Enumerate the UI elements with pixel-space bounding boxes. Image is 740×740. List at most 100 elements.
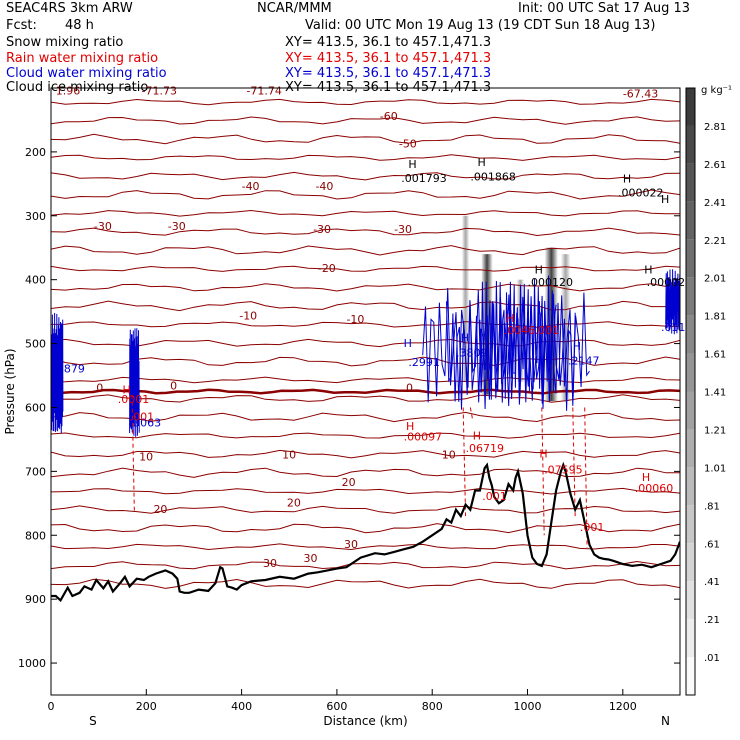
y-tick-label: 800 bbox=[25, 529, 46, 542]
colorbar-label: 1.41 bbox=[704, 388, 726, 399]
freezing-level-line bbox=[51, 388, 680, 395]
temperature-isoline bbox=[51, 560, 680, 570]
y-tick-label: 500 bbox=[25, 338, 46, 351]
colorbar-bin bbox=[686, 581, 695, 620]
colorbar-label: 2.61 bbox=[704, 160, 726, 171]
temperature-label: 0 bbox=[170, 380, 177, 393]
temperature-isoline bbox=[51, 133, 680, 145]
temperature-isoline bbox=[51, 376, 680, 384]
temperature-isoline bbox=[51, 189, 680, 200]
temperature-isoline bbox=[51, 321, 680, 328]
x-end-label-north: N bbox=[661, 714, 670, 728]
cloud-water-label: .011 bbox=[661, 321, 686, 334]
temperature-label: 30 bbox=[344, 538, 358, 551]
x-tick-label: 1000 bbox=[514, 700, 542, 713]
temperature-isoline bbox=[51, 283, 680, 292]
temperature-label: -60 bbox=[380, 110, 398, 123]
snow-label: .001793 bbox=[401, 172, 447, 185]
colorbar-label: 2.81 bbox=[704, 122, 726, 133]
rain-water-label: .001 bbox=[535, 324, 560, 337]
colorbar-label: .61 bbox=[704, 539, 720, 550]
forecast-label: Fcst: bbox=[6, 18, 37, 33]
shading-core-3 bbox=[461, 215, 470, 382]
colorbar-label: .01 bbox=[704, 653, 720, 664]
colorbar-bin bbox=[686, 657, 695, 695]
rain-water-contour bbox=[469, 407, 474, 421]
colorbar-bin bbox=[686, 391, 695, 430]
cloud-water-label: .1879 bbox=[53, 362, 85, 375]
temperature-isoline bbox=[51, 227, 680, 237]
temperature-isoline bbox=[51, 467, 680, 478]
colorbar-label: .41 bbox=[704, 577, 720, 588]
temperature-label: -20 bbox=[318, 262, 336, 275]
temperature-label: 10 bbox=[442, 449, 456, 462]
cloud-water-label: .3809 bbox=[456, 346, 488, 359]
y-tick-label: 200 bbox=[25, 146, 46, 159]
x-axis-label: Distance (km) bbox=[323, 714, 407, 728]
snow-label: .000022 bbox=[618, 187, 664, 200]
forecast-hours: 48 h bbox=[65, 18, 94, 33]
temperature-isoline bbox=[51, 411, 680, 423]
maximum-marker: H bbox=[573, 340, 581, 353]
temperature-label: 0 bbox=[406, 382, 413, 395]
temperature-label: -40 bbox=[242, 180, 260, 193]
temperature-isoline bbox=[51, 300, 680, 312]
field-name-rain: Rain water mixing ratio bbox=[6, 51, 159, 66]
y-tick-label: 600 bbox=[25, 401, 46, 414]
temperature-label: 10 bbox=[139, 451, 153, 464]
temperature-label: 1.96 bbox=[56, 84, 81, 97]
x-tick-label: 200 bbox=[136, 700, 157, 713]
y-tick-label: 700 bbox=[25, 465, 46, 478]
maximum-marker: H bbox=[408, 158, 416, 171]
plot-frame bbox=[50, 87, 681, 696]
temperature-label: -30 bbox=[313, 223, 331, 236]
y-tick-label: 900 bbox=[25, 593, 46, 606]
x-end-label-south: S bbox=[89, 714, 97, 728]
temperature-isoline bbox=[51, 543, 680, 551]
y-tick-label: 400 bbox=[25, 274, 46, 287]
colorbar-label: .81 bbox=[704, 501, 720, 512]
colorbar-label: .21 bbox=[704, 615, 720, 626]
temperature-isoline bbox=[51, 154, 680, 161]
temperature-label: -50 bbox=[399, 137, 417, 150]
y-tick-label: 300 bbox=[25, 210, 46, 223]
y-tick-label: 1000 bbox=[18, 657, 46, 670]
maximum-marker: H bbox=[623, 173, 631, 186]
temperature-label: -10 bbox=[239, 309, 257, 322]
temperature-isoline bbox=[51, 98, 680, 106]
snow-label: .001868 bbox=[470, 171, 516, 184]
colorbar-bin bbox=[686, 429, 695, 468]
colorbar-label: 1.61 bbox=[704, 350, 726, 361]
maximum-marker: H bbox=[122, 383, 130, 396]
temperature-isoline bbox=[51, 394, 680, 403]
maximum-marker: H bbox=[473, 429, 481, 442]
temperature-label: 20 bbox=[153, 503, 167, 516]
cloud-water-contour bbox=[129, 328, 140, 437]
contour-labels: 1.96 -71.73 -71.74 -67.43 -60 -50 -40 -40 -30 -30… bbox=[53, 84, 685, 570]
colorbar: 2.81 2.61 2.41 2.21 2.01 1.81 1.61 1.41 1.21 1.01… bbox=[685, 85, 732, 696]
maximum-marker: H bbox=[461, 332, 469, 345]
rain-water-label: .0001 bbox=[118, 393, 150, 406]
center-label: NCAR/MMM bbox=[257, 1, 332, 16]
temperature-contours bbox=[51, 98, 680, 589]
rain-water-label: .001 bbox=[580, 521, 605, 534]
x-tick-label: 400 bbox=[231, 700, 252, 713]
colorbar-label: 2.41 bbox=[704, 198, 726, 209]
temperature-label: -30 bbox=[394, 223, 412, 236]
temperature-isoline bbox=[51, 432, 680, 439]
colorbar-bin bbox=[686, 88, 695, 126]
colorbar-bin bbox=[686, 163, 695, 202]
colorbar-label: 2.21 bbox=[704, 236, 726, 247]
colorbar-bin bbox=[686, 505, 695, 544]
colorbar-bin bbox=[686, 201, 695, 240]
temperature-label: 0 bbox=[96, 382, 103, 395]
field-name-cloud-water: Cloud water mixing ratio bbox=[6, 66, 167, 81]
temperature-isoline bbox=[51, 487, 680, 495]
cloud-water-contour bbox=[51, 312, 64, 434]
field-xy-rain: XY= 413.5, 36.1 to 457.1,471.3 bbox=[285, 51, 492, 66]
colorbar-bin bbox=[686, 239, 695, 278]
colorbar-bin bbox=[686, 619, 695, 658]
temperature-label: 10 bbox=[282, 449, 296, 462]
